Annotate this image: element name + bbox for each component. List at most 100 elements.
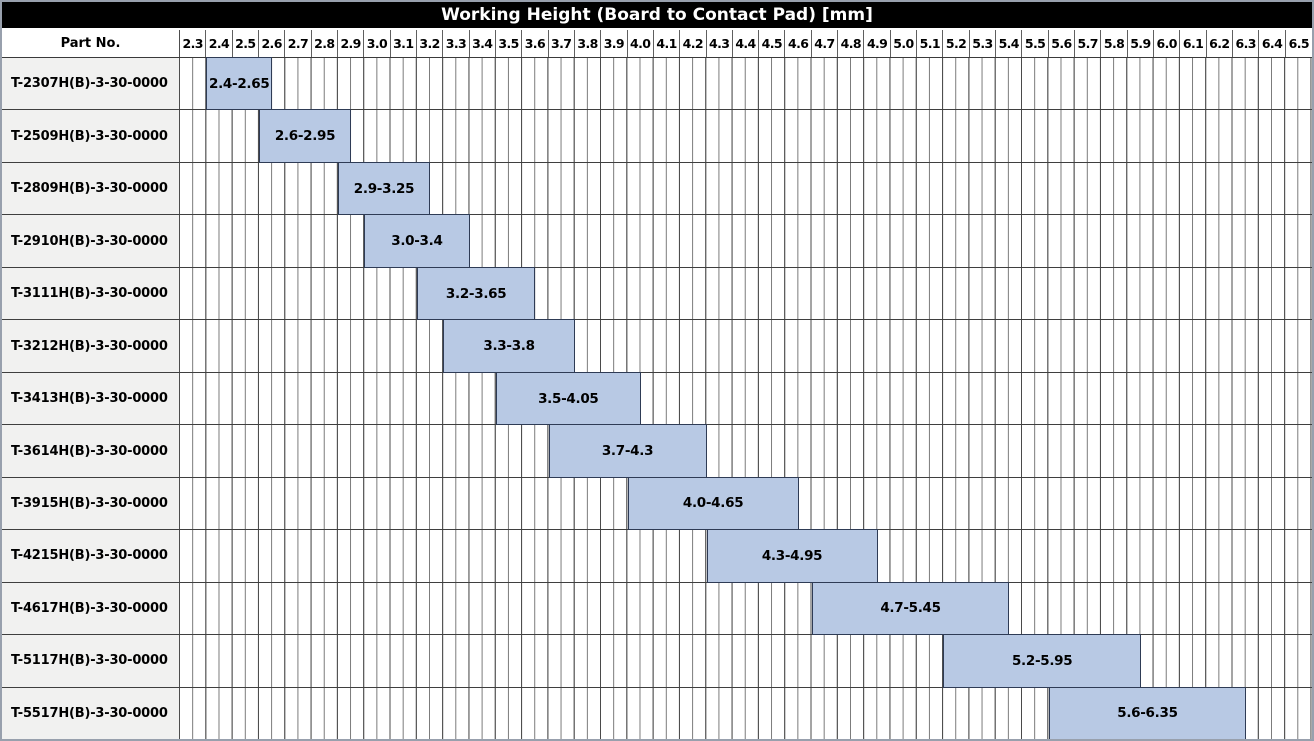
part-no-cell: T-2509H(B)-3-30-0000 [2, 110, 180, 162]
axis-tick-label: 3.0 [364, 30, 391, 57]
axis-tick-label: 4.0 [628, 30, 654, 57]
row-track: 2.4-2.65 [180, 57, 1312, 111]
part-no-cell: T-3111H(B)-3-30-0000 [2, 267, 180, 320]
axis-tick-label: 5.2 [943, 30, 970, 57]
axis-tick-label: 4.7 [812, 30, 839, 57]
row-track: 3.0-3.4 [180, 214, 1312, 268]
table-row: T-3614H(B)-3-30-0000 3.7-4.3 [2, 424, 1312, 478]
part-no-cell: T-2809H(B)-3-30-0000 [2, 162, 180, 215]
part-no-cell: T-4617H(B)-3-30-0000 [2, 582, 180, 635]
part-no-column-header: Part No. [2, 30, 180, 57]
part-no-cell: T-5117H(B)-3-30-0000 [2, 635, 180, 687]
axis-tick-label: 5.1 [917, 30, 944, 57]
row-track: 3.5-4.05 [180, 371, 1312, 426]
axis-tick-label: 3.6 [522, 30, 549, 57]
part-no-cell: T-2910H(B)-3-30-0000 [2, 215, 180, 267]
axis-tick-label: 2.8 [312, 30, 338, 57]
table-row: T-3915H(B)-3-30-0000 4.0-4.65 [2, 476, 1312, 531]
axis-tick-label: 6.3 [1233, 30, 1260, 57]
row-track: 2.6-2.95 [180, 109, 1312, 163]
part-no-cell: T-3614H(B)-3-30-0000 [2, 425, 180, 477]
table-row: T-5117H(B)-3-30-0000 5.2-5.95 [2, 634, 1312, 688]
axis-tick-label: 4.3 [707, 30, 733, 57]
axis-tick-label: 2.5 [233, 30, 259, 57]
rows-container: T-2307H(B)-3-30-0000 2.4-2.65 T-2509H(B)-3… [2, 57, 1312, 739]
range-bar: 3.5-4.05 [495, 371, 641, 426]
range-bar: 4.0-4.65 [627, 476, 799, 531]
row-track: 4.3-4.95 [180, 529, 1312, 583]
axis-tick-label: 4.6 [785, 30, 812, 57]
row-track: 4.0-4.65 [180, 476, 1312, 531]
axis-tick-label: 5.5 [1022, 30, 1049, 57]
axis-tick-label: 3.8 [575, 30, 602, 57]
table-row: T-2809H(B)-3-30-0000 2.9-3.25 [2, 161, 1312, 216]
chart-table: Part No. 2.3 2.4 2.5 2.6 2.7 2.8 2.9 3.0 3.1 3.2 3… [2, 30, 1312, 739]
axis-tick-label: 3.4 [470, 30, 496, 57]
table-row: T-4215H(B)-3-30-0000 4.3-4.95 [2, 529, 1312, 583]
part-no-cell: T-2307H(B)-3-30-0000 [2, 58, 180, 110]
axis-tick-label: 6.1 [1180, 30, 1207, 57]
axis-tick-label: 6.2 [1207, 30, 1234, 57]
axis-tick-label: 6.5 [1288, 36, 1310, 51]
axis-tick-label: 6.4 [1259, 30, 1286, 57]
range-bar: 5.6-6.35 [1048, 686, 1247, 739]
axis-tick-label: 3.3 [443, 30, 470, 57]
axis-tick-label: 5.0 [891, 30, 918, 57]
axis-tick-label: 4.8 [838, 30, 865, 57]
row-track: 3.3-3.8 [180, 319, 1312, 373]
range-bar: 3.2-3.65 [416, 266, 536, 321]
range-bar: 4.7-5.45 [811, 581, 1010, 636]
row-track: 4.7-5.45 [180, 581, 1312, 636]
axis-tick-label: 3.7 [549, 30, 575, 57]
table-row: T-3212H(B)-3-30-0000 3.3-3.8 [2, 319, 1312, 373]
axis-tick-label: 6.0 [1154, 30, 1181, 57]
axis-tick-label: 4.1 [654, 30, 681, 57]
range-bar: 2.9-3.25 [337, 161, 431, 216]
chart-title: Working Height (Board to Contact Pad) [m… [2, 2, 1312, 28]
axis-tick-label: 5.6 [1049, 30, 1076, 57]
part-no-cell: T-4215H(B)-3-30-0000 [2, 530, 180, 582]
axis-tick-label: 4.5 [759, 30, 786, 57]
part-no-cell: T-3212H(B)-3-30-0000 [2, 320, 180, 372]
table-row: T-3413H(B)-3-30-0000 3.5-4.05 [2, 371, 1312, 426]
axis-tick-label: 5.9 [1128, 30, 1155, 57]
axis-tick-label: 2.7 [285, 30, 312, 57]
range-bar: 5.2-5.95 [943, 634, 1141, 688]
axis-tick-label: 2.9 [338, 30, 365, 57]
axis-tick-label: 4.9 [864, 30, 891, 57]
axis-header-row: Part No. 2.3 2.4 2.5 2.6 2.7 2.8 2.9 3.0 3.1 3.2 3… [2, 30, 1312, 58]
part-no-cell: T-3915H(B)-3-30-0000 [2, 477, 180, 530]
axis-tick-label: 5.7 [1075, 30, 1102, 57]
part-no-cell: T-5517H(B)-3-30-0000 [2, 687, 180, 739]
axis-tick-label: 3.9 [601, 30, 628, 57]
row-track: 5.2-5.95 [180, 634, 1312, 688]
range-bar: 2.4-2.65 [206, 57, 273, 111]
axis-tick-label: 2.3 [180, 30, 207, 57]
range-bar: 3.7-4.3 [548, 424, 707, 478]
table-row: T-2910H(B)-3-30-0000 3.0-3.4 [2, 214, 1312, 268]
row-track: 3.2-3.65 [180, 266, 1312, 321]
axis-tick-label: 4.4 [733, 30, 760, 57]
table-row: T-4617H(B)-3-30-0000 4.7-5.45 [2, 581, 1312, 636]
axis-tick-label: 2.6 [259, 30, 286, 57]
axis-tick-label: 5.3 [970, 30, 997, 57]
axis-tick-label: 4.2 [680, 30, 707, 57]
axis-tick-row: 2.3 2.4 2.5 2.6 2.7 2.8 2.9 3.0 3.1 3.2 3.3 3.4 3.5 3… [180, 30, 1312, 57]
row-track: 2.9-3.25 [180, 161, 1312, 216]
range-bar: 2.6-2.95 [258, 109, 352, 163]
part-no-cell: T-3413H(B)-3-30-0000 [2, 372, 180, 425]
row-track: 5.6-6.35 [180, 686, 1312, 739]
range-bar: 4.3-4.95 [706, 529, 878, 583]
axis-tick-label: 5.4 [996, 30, 1023, 57]
axis-tick-label: 5.8 [1101, 30, 1128, 57]
row-track: 3.7-4.3 [180, 424, 1312, 478]
axis-tick-label: 3.5 [496, 30, 523, 57]
table-row: T-2509H(B)-3-30-0000 2.6-2.95 [2, 109, 1312, 163]
table-row: T-2307H(B)-3-30-0000 2.4-2.65 [2, 57, 1312, 111]
axis-tick-label: 3.2 [417, 30, 444, 57]
table-row: T-3111H(B)-3-30-0000 3.2-3.65 [2, 266, 1312, 321]
range-bar: 3.3-3.8 [443, 319, 575, 373]
table-row: T-5517H(B)-3-30-0000 5.6-6.35 [2, 686, 1312, 739]
axis-tick-label: 3.1 [391, 30, 417, 57]
